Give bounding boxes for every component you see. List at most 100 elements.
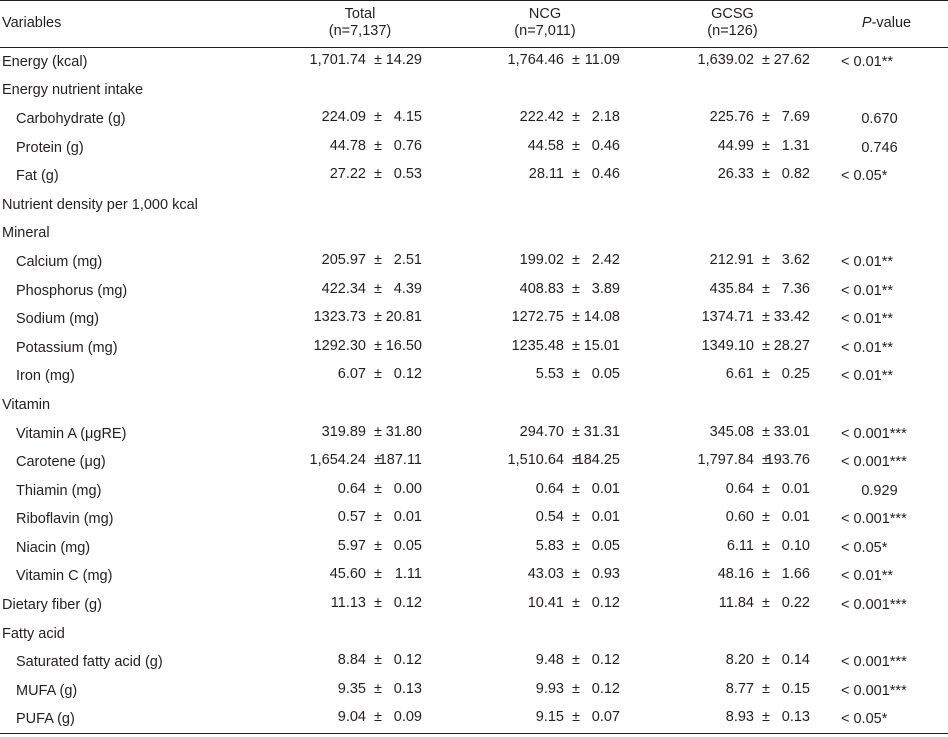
ncg-mean-se: 5.83 ±0.05 <box>470 537 620 555</box>
ncg-cell: 1,510.64 ±184.25 <box>450 448 640 477</box>
total-cell: 9.35 ±0.13 <box>270 677 450 706</box>
ncg-se: 0.46 <box>591 166 620 183</box>
gcsg-mean-se: 11.84 ±0.22 <box>660 594 810 612</box>
gcsg-se: 0.01 <box>781 480 810 497</box>
p-value-cell: < 0.001*** <box>841 425 907 442</box>
table-row: Protein (g) 44.78 ±0.76 44.58 ±0.46 44.99 ±1.3… <box>0 133 948 162</box>
ncg-mean: 10.41 <box>527 595 564 612</box>
section-row: Vitamin <box>0 391 948 420</box>
total-mean-se: 9.35 ±0.13 <box>272 680 422 698</box>
total-mean-se: 1292.30 ±16.50 <box>272 337 422 355</box>
plus-minus-sign: ± <box>762 595 770 612</box>
header-gcsg-n: (n=126) <box>707 23 758 39</box>
ncg-cell <box>450 76 640 105</box>
total-se: 16.50 <box>385 337 422 354</box>
total-cell: 319.89 ±31.80 <box>270 419 450 448</box>
header-total: Total (n=7,137) <box>270 0 450 48</box>
plus-minus-sign: ± <box>762 337 770 354</box>
total-se: 0.12 <box>393 595 422 612</box>
table-row: Thiamin (mg) 0.64 ±0.00 0.64 ±0.01 0.64 ±0.01 0… <box>0 476 948 505</box>
section-row: Fatty acid <box>0 619 948 648</box>
ncg-mean: 5.53 <box>535 366 564 383</box>
row-label: Phosphorus (mg) <box>16 282 128 299</box>
gcsg-mean: 225.76 <box>709 108 754 125</box>
plus-minus-sign: ± <box>572 452 580 469</box>
ncg-se: 0.93 <box>591 566 620 583</box>
gcsg-cell: 225.76 ±7.69 <box>640 105 825 134</box>
total-mean-se: 5.97 ±0.05 <box>272 537 422 555</box>
table-row: Dietary fiber (g) 11.13 ±0.12 10.41 ±0.12 11.… <box>0 591 948 620</box>
total-se: 31.80 <box>385 423 422 440</box>
gcsg-se: 3.62 <box>781 251 810 268</box>
ncg-mean-se: 9.93 ±0.12 <box>470 680 620 698</box>
total-mean: 44.78 <box>329 137 366 154</box>
ncg-cell: 222.42 ±2.18 <box>450 105 640 134</box>
total-cell: 8.84 ±0.12 <box>270 648 450 677</box>
row-label: Nutrient density per 1,000 kcal <box>2 196 198 213</box>
plus-minus-sign: ± <box>572 423 580 440</box>
gcsg-mean: 1,797.84 <box>697 452 754 469</box>
p-value-cell <box>825 76 948 105</box>
ncg-mean: 9.93 <box>535 680 564 697</box>
ncg-cell: 1235.48 ±15.01 <box>450 333 640 362</box>
gcsg-cell: 8.20 ±0.14 <box>640 648 825 677</box>
gcsg-se: 7.36 <box>781 280 810 297</box>
gcsg-mean: 8.20 <box>725 652 754 669</box>
gcsg-mean: 345.08 <box>709 423 754 440</box>
plus-minus-sign: ± <box>374 166 382 183</box>
header-p-rest: -value <box>871 15 912 31</box>
total-mean: 0.57 <box>337 509 366 526</box>
ncg-mean: 5.83 <box>535 537 564 554</box>
gcsg-mean: 1374.71 <box>701 309 754 326</box>
plus-minus-sign: ± <box>374 52 382 69</box>
ncg-cell: 5.53 ±0.05 <box>450 362 640 391</box>
ncg-cell <box>450 190 640 219</box>
gcsg-mean: 6.11 <box>726 537 754 554</box>
ncg-cell: 408.83 ±3.89 <box>450 276 640 305</box>
table-row: Iron (mg) 6.07 ±0.12 5.53 ±0.05 6.61 ±0.25 < 0.… <box>0 362 948 391</box>
ncg-mean: 9.48 <box>535 652 564 669</box>
gcsg-cell: 435.84 ±7.36 <box>640 276 825 305</box>
gcsg-se: 33.01 <box>773 423 810 440</box>
row-label: Thiamin (mg) <box>16 482 102 499</box>
ncg-mean-se: 294.70 ±31.31 <box>470 423 620 441</box>
gcsg-cell: 6.61 ±0.25 <box>640 362 825 391</box>
p-value-cell <box>825 190 948 219</box>
ncg-se: 0.01 <box>591 509 620 526</box>
gcsg-mean: 44.99 <box>717 137 754 154</box>
p-value-cell: < 0.001*** <box>841 654 907 671</box>
plus-minus-sign: ± <box>374 280 382 297</box>
gcsg-cell: 26.33 ±0.82 <box>640 162 825 191</box>
total-mean-se: 224.09 ±4.15 <box>272 108 422 126</box>
total-mean: 319.89 <box>321 423 366 440</box>
ncg-cell: 0.54 ±0.01 <box>450 505 640 534</box>
ncg-mean-se: 28.11 ±0.46 <box>470 165 620 183</box>
header-total-label: Total <box>344 6 376 22</box>
table-body: Energy (kcal) 1,701.74 ±14.29 1,764.46 ±11.0… <box>0 48 948 735</box>
total-mean-se: 9.04 ±0.09 <box>272 708 422 726</box>
gcsg-cell: 11.84 ±0.22 <box>640 591 825 620</box>
gcsg-se: 0.10 <box>781 537 810 554</box>
plus-minus-sign: ± <box>374 452 382 469</box>
total-mean: 11.13 <box>330 595 366 612</box>
gcsg-se: 0.15 <box>781 680 810 697</box>
total-cell <box>270 76 450 105</box>
row-label: PUFA (g) <box>0 705 270 735</box>
plus-minus-sign: ± <box>374 709 382 726</box>
ncg-se: 0.12 <box>591 680 620 697</box>
ncg-se: 3.89 <box>591 280 620 297</box>
gcsg-cell: 8.93 ±0.13 <box>640 705 825 735</box>
gcsg-se: 7.69 <box>781 108 810 125</box>
gcsg-mean-se: 0.60 ±0.01 <box>660 508 810 526</box>
row-label: Vitamin C (mg) <box>16 568 113 585</box>
gcsg-mean-se: 6.61 ±0.25 <box>660 365 810 383</box>
plus-minus-sign: ± <box>374 108 382 125</box>
total-mean: 9.35 <box>337 680 366 697</box>
row-label: Niacin (mg) <box>16 539 91 556</box>
plus-minus-sign: ± <box>762 480 770 497</box>
ncg-mean-se: 0.54 ±0.01 <box>470 508 620 526</box>
ncg-mean: 1272.75 <box>511 309 564 326</box>
plus-minus-sign: ± <box>572 680 580 697</box>
section-row: Nutrient density per 1,000 kcal <box>0 190 948 219</box>
p-value-cell: 0.746 <box>861 139 898 156</box>
